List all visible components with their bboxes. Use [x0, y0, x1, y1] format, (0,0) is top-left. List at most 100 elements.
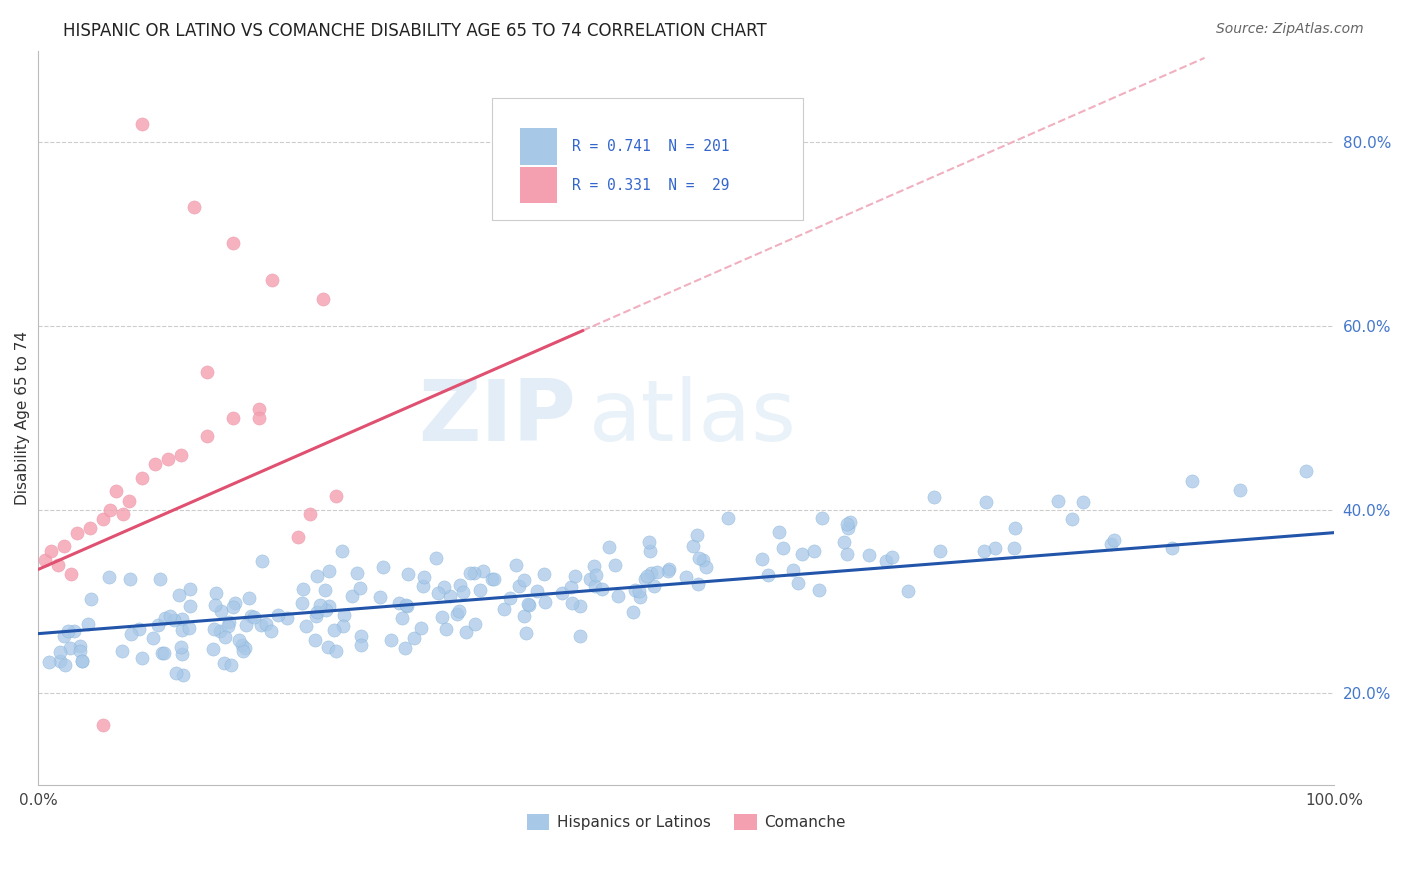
Point	[69, 640, 91, 654]
Point	[322, 624, 344, 638]
Point	[1047, 494, 1070, 508]
Point	[1060, 512, 1083, 526]
Point	[120, 627, 142, 641]
Point	[222, 599, 245, 614]
Point	[569, 629, 592, 643]
Point	[371, 560, 394, 574]
Point	[1002, 541, 1025, 555]
Point	[179, 599, 201, 613]
Point	[80, 592, 103, 607]
Point	[350, 638, 373, 652]
Point	[751, 551, 773, 566]
Point	[394, 641, 416, 656]
Point	[585, 568, 607, 582]
Bar	[520, 128, 557, 164]
Point	[222, 410, 245, 425]
Point	[318, 599, 340, 613]
Point	[481, 572, 503, 586]
Text: Source: ZipAtlas.com: Source: ZipAtlas.com	[1216, 22, 1364, 37]
Point	[252, 554, 274, 568]
Point	[148, 618, 170, 632]
Text: HISPANIC OR LATINO VS COMANCHE DISABILITY AGE 65 TO 74 CORRELATION CHART: HISPANIC OR LATINO VS COMANCHE DISABILIT…	[63, 22, 768, 40]
Point	[98, 502, 121, 516]
Point	[291, 582, 314, 597]
Point	[209, 604, 232, 618]
Point	[628, 584, 651, 599]
Point	[388, 596, 411, 610]
Point	[638, 535, 661, 549]
Point	[165, 665, 187, 680]
Legend: Hispanics or Latinos, Comanche: Hispanics or Latinos, Comanche	[520, 808, 852, 836]
Point	[222, 236, 245, 251]
Point	[332, 618, 354, 632]
Point	[330, 543, 353, 558]
Point	[201, 642, 224, 657]
Point	[260, 273, 283, 287]
Point	[433, 580, 456, 594]
Point	[340, 589, 363, 603]
Point	[76, 617, 98, 632]
Point	[686, 577, 709, 591]
Point	[294, 619, 316, 633]
Point	[315, 603, 337, 617]
Point	[149, 572, 172, 586]
Point	[1181, 475, 1204, 489]
Point	[163, 613, 186, 627]
Point	[91, 718, 114, 732]
Point	[682, 539, 704, 553]
Point	[59, 566, 82, 581]
Point	[533, 566, 555, 581]
Point	[560, 581, 582, 595]
Point	[517, 599, 540, 613]
Point	[882, 550, 904, 565]
Point	[425, 551, 447, 566]
Point	[66, 525, 89, 540]
Point	[605, 558, 627, 572]
Point	[91, 512, 114, 526]
Point	[832, 534, 855, 549]
Point	[159, 609, 181, 624]
Point	[513, 608, 536, 623]
Point	[621, 605, 644, 619]
Point	[568, 599, 591, 614]
Point	[395, 599, 418, 613]
Point	[380, 632, 402, 647]
Point	[607, 589, 630, 603]
Point	[214, 630, 236, 644]
Point	[212, 656, 235, 670]
Point	[217, 618, 239, 632]
Point	[657, 565, 679, 579]
Point	[52, 629, 75, 643]
Point	[561, 597, 583, 611]
Point	[396, 567, 419, 582]
Point	[515, 625, 537, 640]
Point	[53, 658, 76, 673]
Point	[218, 615, 240, 629]
Point	[1099, 536, 1122, 550]
Point	[276, 610, 298, 624]
Point	[49, 645, 72, 659]
Point	[172, 612, 194, 626]
Point	[105, 484, 128, 499]
FancyBboxPatch shape	[492, 98, 803, 219]
Point	[62, 624, 84, 638]
Point	[231, 638, 253, 652]
Point	[551, 586, 574, 600]
Point	[152, 647, 174, 661]
Point	[167, 588, 190, 602]
Point	[447, 604, 470, 618]
Point	[53, 540, 76, 554]
Point	[235, 617, 257, 632]
Point	[254, 616, 277, 631]
Point	[235, 640, 257, 655]
Point	[695, 560, 717, 574]
Point	[1102, 533, 1125, 547]
Point	[250, 617, 273, 632]
Point	[688, 551, 710, 566]
Point	[349, 582, 371, 596]
Point	[312, 292, 335, 306]
Point	[582, 559, 605, 574]
Point	[224, 596, 246, 610]
Point	[318, 640, 340, 654]
Point	[219, 657, 242, 672]
